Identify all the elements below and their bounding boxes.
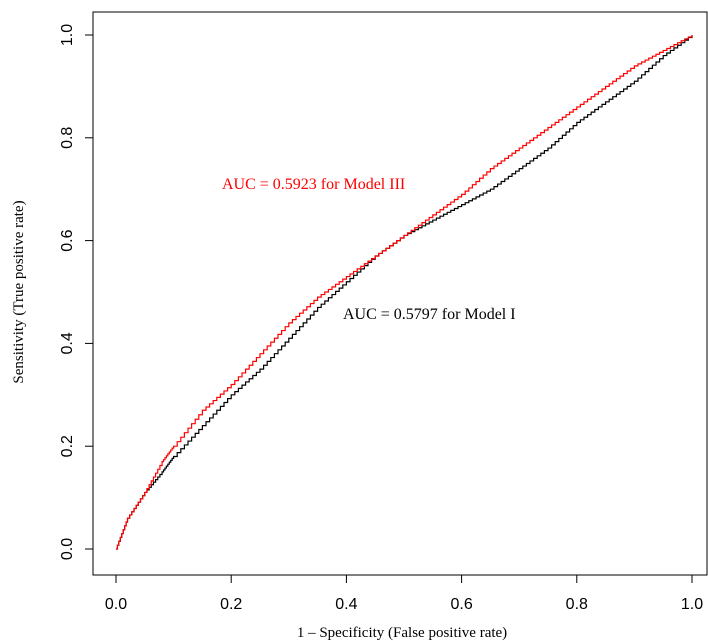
x-tick-label: 0.0 (105, 596, 127, 613)
series-line-model-iii (116, 35, 693, 550)
y-axis: 0.0 0.2 0.4 0.6 0.8 1.0 (59, 24, 94, 560)
y-tick-label: 0.6 (59, 229, 76, 251)
y-tick-label: 0.0 (59, 538, 76, 560)
x-tick-label: 0.4 (335, 596, 357, 613)
annotation-model-iii: AUC = 0.5923 for Model III (222, 176, 405, 193)
x-tick-label: 0.8 (566, 596, 588, 613)
x-axis: 0.0 0.2 0.4 0.6 0.8 1.0 (105, 574, 703, 613)
x-tick-label: 0.2 (220, 596, 242, 613)
x-tick-label: 0.6 (450, 596, 472, 613)
series-line-model-i (116, 35, 693, 550)
y-tick-label: 0.2 (59, 435, 76, 457)
y-tick-label: 0.8 (59, 127, 76, 149)
y-tick-label: 0.4 (59, 332, 76, 354)
y-tick-label: 1.0 (59, 24, 76, 46)
annotation-model-i: AUC = 0.5797 for Model I (343, 306, 516, 323)
series-layer (116, 35, 693, 550)
y-axis-title: Sensitivity (True positive rate) (11, 200, 27, 383)
x-axis-title: 1 – Specificity (False positive rate) (297, 625, 507, 641)
x-tick-label: 1.0 (681, 596, 703, 613)
